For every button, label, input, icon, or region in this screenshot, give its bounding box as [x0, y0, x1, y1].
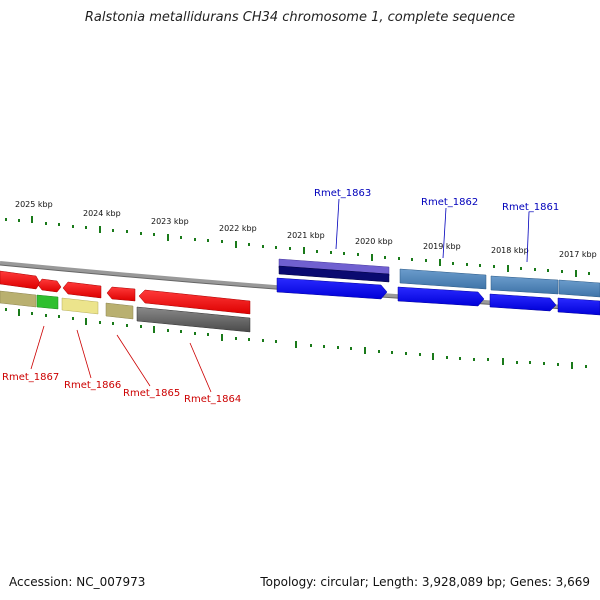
gene-label-rmet-1864[interactable]: Rmet_1864	[184, 394, 241, 405]
gene-label-rmet-1865[interactable]: Rmet_1865	[123, 388, 180, 399]
gene-rmet-1863-mid[interactable]	[278, 265, 390, 283]
gene-steel-partial[interactable]	[558, 279, 600, 298]
ruler-label: 2020 kbp	[355, 237, 393, 246]
gene-red-arrow[interactable]	[62, 281, 102, 299]
genome-summary-text: Topology: circular; Length: 3,928,089 bp…	[260, 575, 590, 589]
ruler-label: 2018 kbp	[491, 246, 529, 255]
accession-text: Accession: NC_007973	[9, 575, 146, 589]
gene-label-rmet-1862[interactable]: Rmet_1862	[421, 197, 478, 208]
gene-khaki[interactable]	[105, 302, 134, 320]
gene-rmet-1861[interactable]	[490, 275, 559, 295]
gene-label-rmet-1867[interactable]: Rmet_1867	[2, 372, 59, 383]
gene-pale-yellow[interactable]	[61, 297, 99, 315]
gene-red-arrow[interactable]	[0, 270, 41, 290]
ruler-ticks-bottom	[5, 308, 587, 369]
forward-genes-left	[0, 270, 251, 315]
ruler-labels: 2025 kbp 2024 kbp 2023 kbp 2022 kbp 2021…	[15, 200, 597, 259]
gene-blue-arrow[interactable]	[276, 277, 388, 300]
label-leaders	[30, 198, 530, 393]
gene-red-arrow[interactable]	[106, 286, 136, 302]
gene-labels: Rmet_1863 Rmet_1862 Rmet_1861 Rmet_1867 …	[2, 188, 559, 405]
ruler-label: 2021 kbp	[287, 231, 325, 240]
gene-red-arrow[interactable]	[37, 278, 62, 293]
map-title: Ralstonia metallidurans CH34 chromosome …	[84, 10, 516, 25]
ruler-label: 2017 kbp	[559, 250, 597, 259]
gene-blue-partial[interactable]	[557, 297, 600, 316]
ruler-label: 2025 kbp	[15, 200, 53, 209]
gene-label-rmet-1861[interactable]: Rmet_1861	[502, 202, 559, 213]
gene-gray[interactable]	[136, 306, 251, 333]
track-genes-left	[0, 290, 251, 333]
gene-rmet-1862[interactable]	[399, 268, 487, 290]
genes-right	[276, 258, 600, 316]
gene-green[interactable]	[36, 294, 59, 310]
gene-blue-arrow[interactable]	[489, 293, 557, 312]
gene-rmet-1864[interactable]	[138, 289, 251, 315]
ruler-ticks-top	[5, 216, 590, 277]
gene-khaki[interactable]	[0, 290, 37, 308]
ruler-label: 2022 kbp	[219, 224, 257, 233]
ruler-label: 2024 kbp	[83, 209, 121, 218]
ruler-label: 2023 kbp	[151, 217, 189, 226]
gene-blue-arrow[interactable]	[397, 286, 485, 307]
ruler-label: 2019 kbp	[423, 242, 461, 251]
gene-label-rmet-1863[interactable]: Rmet_1863	[314, 188, 371, 199]
gene-label-rmet-1866[interactable]: Rmet_1866	[64, 380, 121, 391]
